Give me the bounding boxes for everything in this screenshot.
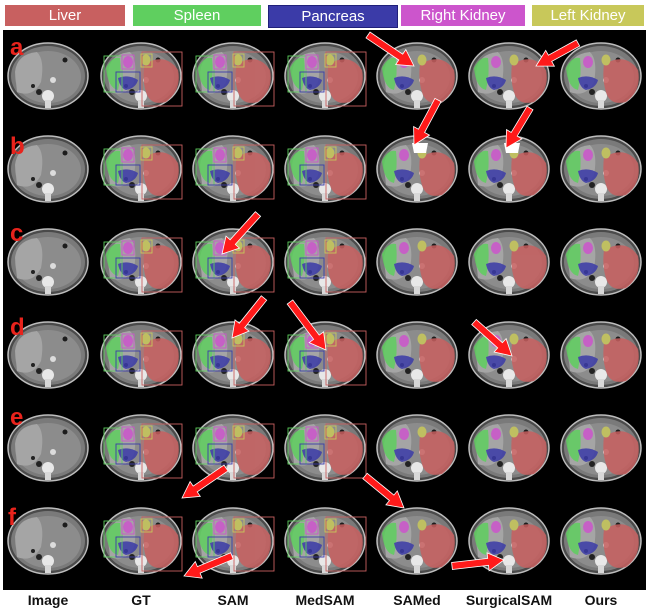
ct-slice-b-sam (188, 123, 278, 214)
ct-slice-d-surgicalsam (464, 309, 554, 400)
column-label-surgicalsam: SurgicalSAM (465, 592, 553, 608)
row-letter-f: f (8, 504, 16, 531)
legend-item-right-kidney: Right Kidney (401, 5, 525, 26)
ct-slice-e-medsam (280, 402, 370, 493)
ct-slice-d-samed (372, 309, 462, 400)
ct-slice-c-samed (372, 216, 462, 307)
ct-slice-a-ours (556, 30, 646, 121)
ct-slice-e-surgicalsam (464, 402, 554, 493)
ct-slice-e-samed (372, 402, 462, 493)
row-letter-b: b (10, 133, 25, 160)
ct-slice-a-medsam (280, 30, 370, 121)
row-letter-e: e (10, 404, 24, 431)
ct-slice-b-medsam (280, 123, 370, 214)
ct-slice-c-image (3, 216, 93, 307)
ct-slice-a-gt (96, 30, 186, 121)
ct-slice-c-surgicalsam (464, 216, 554, 307)
ct-slice-e-ours (556, 402, 646, 493)
ct-slice-a-samed (372, 30, 462, 121)
ct-slice-d-medsam (280, 309, 370, 400)
ct-slice-f-gt (96, 495, 186, 586)
image-grid (3, 30, 646, 590)
legend-item-left-kidney: Left Kidney (532, 5, 644, 26)
ct-slice-a-image (3, 30, 93, 121)
ct-slice-f-samed (372, 495, 462, 586)
legend-item-liver: Liver (5, 5, 125, 26)
ct-slice-b-gt (96, 123, 186, 214)
ct-slice-e-image (3, 402, 93, 493)
ct-slice-c-ours (556, 216, 646, 307)
ct-slice-b-samed (372, 123, 462, 214)
column-label-ours: Ours (584, 592, 618, 608)
ct-slice-c-medsam (280, 216, 370, 307)
ct-slice-d-gt (96, 309, 186, 400)
row-letter-d: d (10, 314, 25, 341)
row-letter-c: c (10, 220, 24, 247)
legend-item-pancreas: Pancreas (268, 5, 398, 28)
ct-slice-f-sam (188, 495, 278, 586)
ct-slice-e-sam (188, 402, 278, 493)
column-label-gt: GT (131, 592, 151, 608)
ct-slice-d-image (3, 309, 93, 400)
ct-slice-a-sam (188, 30, 278, 121)
ct-slice-c-sam (188, 216, 278, 307)
ct-slice-f-surgicalsam (464, 495, 554, 586)
column-label-samed: SAMed (393, 592, 441, 608)
ct-slice-f-ours (556, 495, 646, 586)
ct-slice-a-surgicalsam (464, 30, 554, 121)
ct-slice-f-medsam (280, 495, 370, 586)
column-label-medsam: MedSAM (295, 592, 355, 608)
column-label-image: Image (27, 592, 69, 608)
ct-slice-f-image (3, 495, 93, 586)
ct-slice-b-image (3, 123, 93, 214)
ct-slice-d-sam (188, 309, 278, 400)
ct-slice-b-ours (556, 123, 646, 214)
row-letter-a: a (10, 34, 24, 61)
ct-slice-b-surgicalsam (464, 123, 554, 214)
column-label-sam: SAM (217, 592, 249, 608)
ct-slice-c-gt (96, 216, 186, 307)
ct-slice-e-gt (96, 402, 186, 493)
ct-slice-d-ours (556, 309, 646, 400)
legend-item-spleen: Spleen (133, 5, 261, 26)
